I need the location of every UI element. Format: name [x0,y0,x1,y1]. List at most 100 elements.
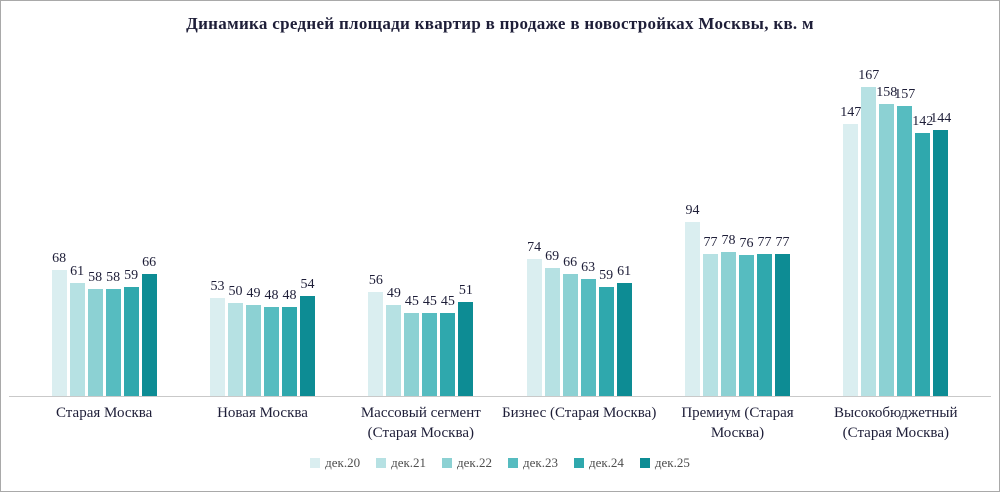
bar-value-label: 142 [912,114,934,129]
bar [843,124,859,396]
legend-item: дек.24 [573,455,624,471]
legend-label: дек.25 [654,455,690,470]
bar-group: 53 50 49 48 48 54 [183,43,341,396]
category-cell: Новая Москва [183,404,341,443]
bar-column: 48 [263,288,279,396]
bar-cluster: 56 49 45 45 45 51 [368,273,474,396]
bar-value-label: 54 [300,277,315,292]
bar-value-label: 49 [386,286,401,301]
bar [141,274,157,396]
category-cell: Бизнес (Старая Москва) [500,404,658,443]
bar-column: 58 [105,270,121,396]
category-label: Новая Москва [217,405,308,421]
bar-column: 77 [774,235,790,396]
bar-column: 77 [756,235,772,396]
bar-value-label: 61 [617,264,632,279]
bar-column: 94 [684,203,700,396]
bar-value-label: 76 [739,236,754,251]
category-label: Бизнес (Старая Москва) [501,405,657,421]
bar-column: 147 [840,105,861,396]
bar [69,283,85,396]
bar-column: 49 [245,286,261,396]
bar-group: 56 49 45 45 45 51 [342,43,500,396]
category-cell: Старая Москва [25,404,183,443]
legend-swatch-icon [508,458,518,468]
bar-value-label: 58 [88,270,103,285]
bar [87,289,103,396]
bar [368,292,384,396]
bar-value-label: 49 [246,286,261,301]
category-cell: Массовый сегмент (Старая Москва) [342,404,500,443]
bar-column: 61 [616,264,632,396]
category-labels: Старая Москва Новая Москва Массовый сегмен… [9,404,991,443]
bar-column: 59 [123,268,139,396]
bar [209,298,225,396]
bar [422,313,438,396]
bar-column: 54 [299,277,315,396]
legend-swatch-icon [376,458,387,468]
bar [915,133,931,396]
bar-column: 53 [209,279,225,396]
legend-label: дек.20 [325,455,361,470]
bar-value-label: 56 [368,273,383,288]
bar [562,274,578,396]
bar-value-label: 45 [440,294,455,309]
bar-value-label: 94 [685,203,700,218]
bar-value-label: 45 [404,294,419,309]
bar-column: 45 [422,294,438,396]
category-cell: Высокобюджетный (Старая Москва) [817,404,975,443]
bar-value-label: 58 [106,270,121,285]
bar-value-label: 144 [930,111,952,126]
bar-value-label: 77 [775,235,790,250]
legend-item: дек.21 [376,455,426,471]
bar-column: 45 [404,294,420,396]
bar-value-label: 51 [458,283,473,298]
bar-value-label: 66 [563,255,578,270]
bar-value-label: 74 [527,240,542,255]
bar-column: 157 [894,87,916,396]
legend-swatch-icon [573,458,584,468]
bar-cluster: 68 61 58 58 59 66 [51,251,157,396]
bar [299,296,315,396]
bar [245,305,261,396]
bar-column: 158 [876,85,898,396]
bar-value-label: 63 [581,260,596,275]
category-label: Премиум (Старая Москва) [681,405,794,441]
bar [702,254,718,396]
bar-column: 74 [526,240,542,396]
bar-group: 147 167 158 157 142 144 [817,43,975,396]
bar [123,287,139,396]
legend-label: дек.21 [391,455,427,470]
bar [580,279,596,396]
bar-value-label: 53 [210,279,225,294]
bar-column: 69 [544,249,560,396]
bar [281,307,297,396]
bar-column: 66 [562,255,578,396]
legend-swatch-icon [442,458,453,468]
bar [458,302,474,396]
bar-column: 59 [598,268,614,396]
bar [544,268,560,396]
bar-value-label: 68 [52,251,67,266]
bar [263,307,279,396]
bar [440,313,456,396]
bar-column: 144 [930,111,952,396]
bar-column: 61 [69,264,85,396]
bar [879,104,895,396]
bar-group: 74 69 66 63 59 61 [500,43,658,396]
bar [861,87,877,396]
bar-column: 48 [281,288,297,396]
bar [386,305,402,396]
chart-title: Динамика средней площади квартир в прода… [186,14,814,33]
bar-value-label: 158 [876,85,898,100]
bar-column: 142 [912,114,934,396]
legend-item: дек.22 [442,455,492,471]
bar-value-label: 157 [894,87,916,102]
legend-item: дек.23 [508,455,558,471]
legend-swatch-icon [639,458,650,468]
bar [404,313,420,396]
bar-value-label: 50 [228,284,243,299]
bar-value-label: 78 [721,233,736,248]
bar-cluster: 74 69 66 63 59 61 [526,240,632,396]
